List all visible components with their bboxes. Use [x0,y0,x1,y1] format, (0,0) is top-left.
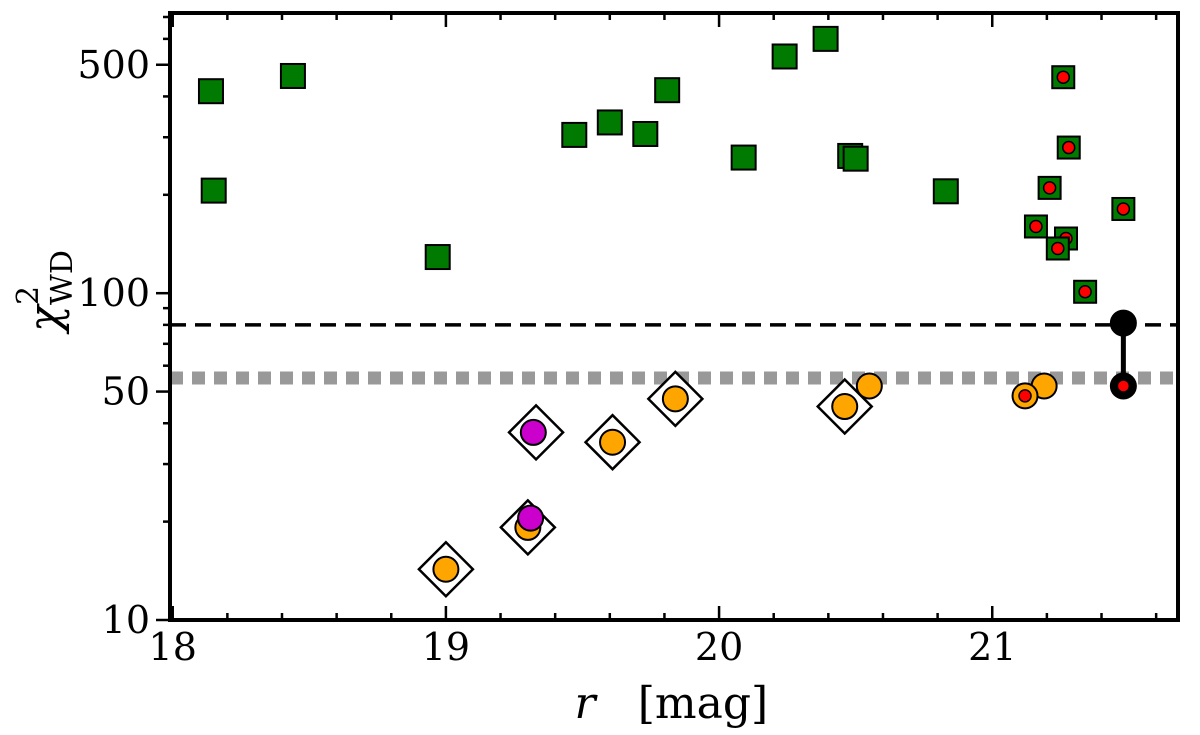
green-squares [197,25,959,271]
magenta-circle-point [517,504,545,532]
green-square-point [812,25,839,52]
y-tick-label: 10 [102,598,150,642]
green-square-point [632,120,659,147]
magenta-circles [517,418,547,532]
green-square-point [730,144,757,171]
black-connected-pair [1109,309,1137,400]
green-square-point [424,244,451,271]
red-dot [1116,379,1131,393]
green-square-point [654,77,681,104]
y-axis-label: χ 2 WD [11,250,80,335]
green-square-point [561,121,588,148]
green-square-point [932,178,959,205]
x-tick-label: 18 [149,625,197,669]
green-square-point [279,62,306,89]
red-dot [1116,202,1131,216]
y-axis-label-sub: WD [45,250,80,305]
y-axis-label-sup: 2 [11,286,46,305]
orange-circle-point [831,393,859,421]
green-square-point [842,145,869,172]
green-square-point [771,43,798,70]
plot-frame [168,11,1180,622]
y-tick-label: 100 [77,271,150,315]
black-circle-point [1109,309,1137,337]
x-axis-label-unit: [mag] [638,678,768,729]
magenta-circle-point [519,418,547,446]
y-tick-label: 500 [77,43,150,87]
orange-circle-point [855,372,883,400]
x-tick-label: 19 [422,625,470,669]
x-tick-label: 21 [968,625,1016,669]
red-dot [1018,389,1032,403]
green-square-point [596,109,623,136]
y-axis-label-base: χ [20,303,71,335]
x-axis-label-symbol: r [574,678,598,729]
green-squares-with-red-dot [1023,65,1136,304]
red-dot [1042,181,1057,195]
diamond-markers [417,370,874,599]
red-dot [1056,70,1071,84]
data-points [197,25,1137,583]
red-dot [1078,285,1092,299]
red-dot [1061,140,1076,155]
open-diamonds [417,370,874,599]
reference-lines [170,323,1178,385]
x-tick-label: 20 [695,625,743,669]
orange-circle-with-red-dot [1011,382,1039,410]
red-dot [1051,241,1065,256]
orange-circle-point [599,428,627,456]
green-square-point [200,177,227,204]
axes: 18 19 20 21 10 50 100 500 [77,11,1180,669]
red-dot [1029,219,1043,234]
green-square-point [197,78,224,105]
orange-circle-point [661,385,689,413]
orange-circle-point [432,555,460,583]
y-tick-label: 50 [102,370,150,414]
